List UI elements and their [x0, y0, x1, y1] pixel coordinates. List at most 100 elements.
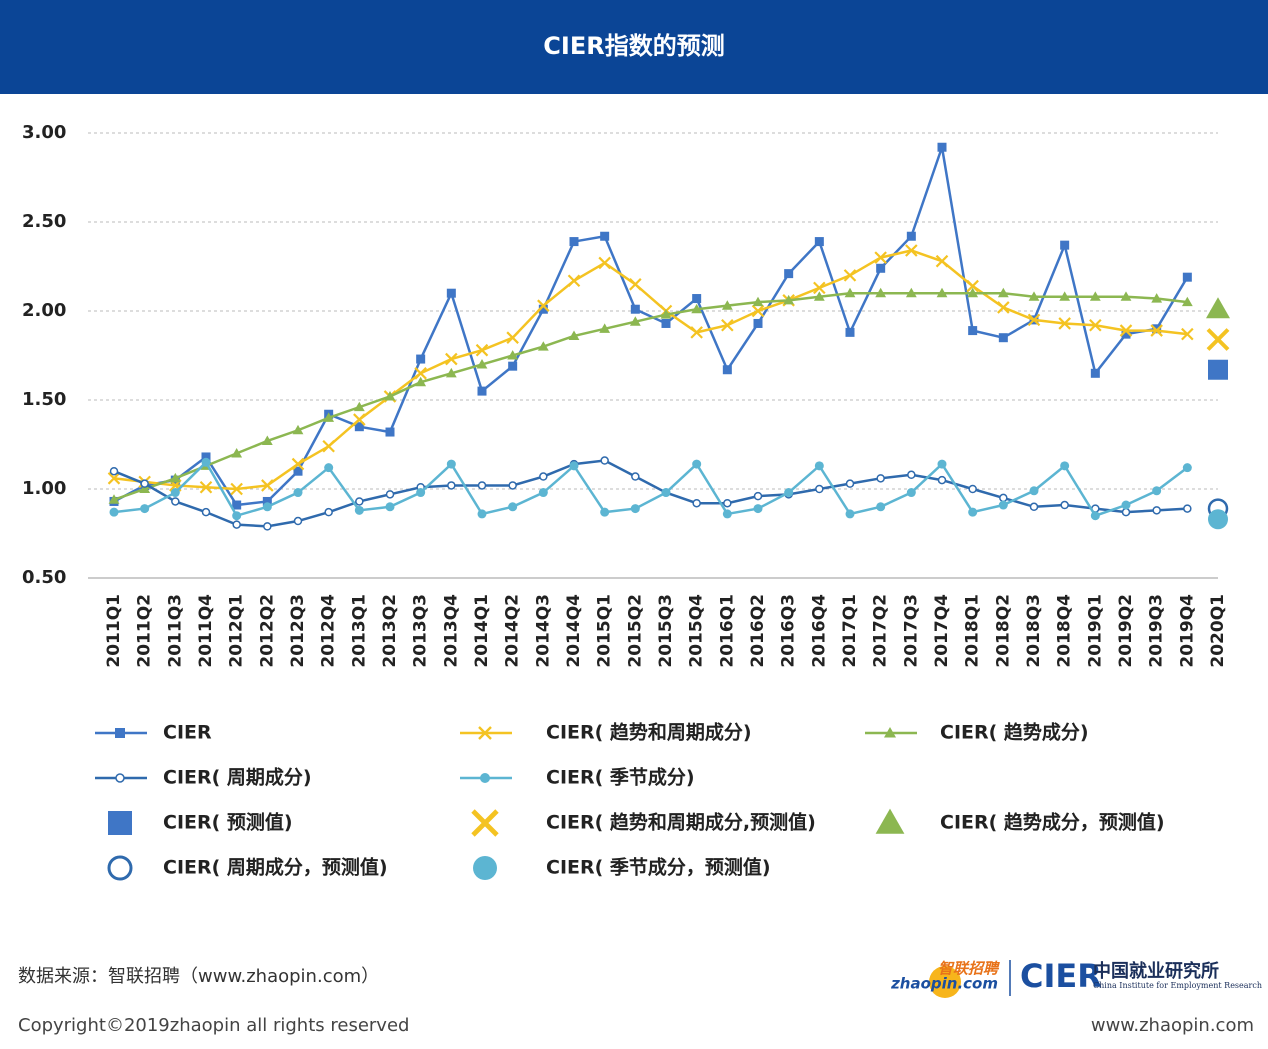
marker-square [1121, 329, 1131, 339]
marker-circle [630, 504, 640, 514]
legend-label: CIER( 趋势和周期成分,预测值) [546, 811, 816, 834]
marker-square [262, 496, 272, 506]
x-tick-label: 2013Q3 [411, 594, 431, 668]
x-tick-label: 2017Q1 [840, 594, 860, 668]
marker-triangle [476, 359, 488, 369]
marker-x [475, 343, 489, 357]
marker-square [569, 237, 579, 247]
marker-circle [477, 509, 487, 519]
marker-triangle [884, 727, 896, 738]
marker-circle-open [447, 481, 456, 490]
marker-x [414, 367, 427, 380]
marker-x [199, 480, 213, 494]
marker-x [1181, 327, 1194, 341]
legend-label: CIER( 周期成分，预测值) [163, 856, 388, 879]
marker-triangle [415, 376, 427, 387]
marker-triangle [1181, 296, 1193, 307]
x-tick-label: 2013Q4 [441, 594, 461, 668]
marker-circle [480, 773, 490, 783]
marker-square [998, 333, 1008, 343]
marker-circle-open [845, 479, 855, 488]
marker-circle-open [232, 520, 241, 529]
y-tick-label: 3.00 [22, 122, 66, 143]
marker-circle-open [115, 773, 125, 783]
marker-circle [569, 461, 579, 471]
marker-x [813, 281, 826, 295]
y-tick-label: 2.50 [22, 211, 66, 232]
marker-circle-open [201, 507, 211, 517]
marker-square [446, 288, 456, 298]
marker-circle-open [1121, 507, 1131, 517]
marker-square [722, 365, 732, 375]
x-tick-label: 2019Q3 [1147, 594, 1167, 668]
marker-square [416, 354, 426, 364]
marker-circle-open [1029, 502, 1039, 512]
logo-cier-en: China Institute for Employment Research [1093, 981, 1262, 990]
marker-circle-open [753, 491, 763, 501]
marker-square [1208, 359, 1228, 380]
marker-triangle [875, 808, 905, 834]
marker-triangle [353, 401, 365, 412]
marker-x [230, 482, 243, 496]
marker-circle [968, 507, 978, 517]
marker-triangle [1059, 291, 1071, 301]
marker-square [784, 269, 794, 279]
marker-circle-open [508, 481, 517, 490]
series-line [113, 249, 1188, 491]
marker-circle [845, 509, 855, 519]
marker-circle [1090, 511, 1100, 521]
marker-triangle [261, 435, 273, 445]
marker-circle [473, 856, 497, 880]
url: www.zhaopin.com [1091, 1015, 1254, 1036]
marker-circle-open [539, 472, 548, 481]
marker-circle [1152, 486, 1162, 496]
x-tick-label: 2014Q1 [472, 594, 492, 668]
marker-circle [324, 463, 334, 473]
marker-triangle [1028, 291, 1040, 301]
x-tick-label: 2014Q2 [503, 594, 523, 668]
marker-circle [1208, 509, 1228, 530]
x-tick-label: 2017Q2 [871, 594, 891, 668]
marker-x [261, 479, 274, 492]
legend-label: CIER( 季节成分) [546, 766, 695, 789]
x-tick-label: 2014Q4 [564, 594, 584, 668]
marker-x [966, 279, 979, 293]
marker-x [1119, 324, 1133, 337]
footer: 数据来源：智联招聘（www.zhaopin.com） Copyright©201… [18, 957, 1262, 1036]
legend-label: CIER( 预测值) [163, 811, 293, 834]
marker-triangle [936, 287, 948, 298]
marker-triangle [568, 330, 580, 340]
marker-triangle [169, 472, 181, 483]
marker-square [692, 294, 702, 304]
marker-x [1027, 313, 1041, 327]
legend-label: CIER [163, 722, 212, 744]
marker-circle [201, 457, 211, 467]
marker-circle-open [723, 498, 732, 508]
x-tick-label: 2012Q1 [227, 594, 247, 668]
x-tick-label: 2016Q3 [779, 594, 799, 668]
marker-circle [446, 459, 456, 469]
marker-circle-open [355, 497, 364, 506]
marker-square [876, 263, 886, 273]
marker-triangle [783, 294, 795, 305]
marker-circle-open [140, 479, 149, 488]
x-tick-label: 2018Q2 [993, 594, 1013, 668]
marker-square [1090, 368, 1100, 378]
marker-square [354, 422, 364, 432]
marker-circle-open [293, 516, 303, 526]
x-tick-label: 2014Q3 [533, 594, 553, 668]
marker-triangle [844, 287, 856, 298]
marker-x [1206, 328, 1230, 351]
marker-square [115, 728, 125, 738]
x-tick-label: 2016Q2 [748, 594, 768, 668]
marker-square [937, 142, 947, 152]
x-tick-label: 2015Q3 [656, 594, 676, 668]
marker-circle-open [385, 490, 395, 499]
marker-circle [600, 507, 610, 517]
marker-triangle [507, 350, 519, 360]
logo-dot [929, 966, 961, 998]
marker-circle [692, 459, 702, 469]
marker-square [1060, 240, 1070, 250]
marker-circle-open [968, 484, 977, 494]
